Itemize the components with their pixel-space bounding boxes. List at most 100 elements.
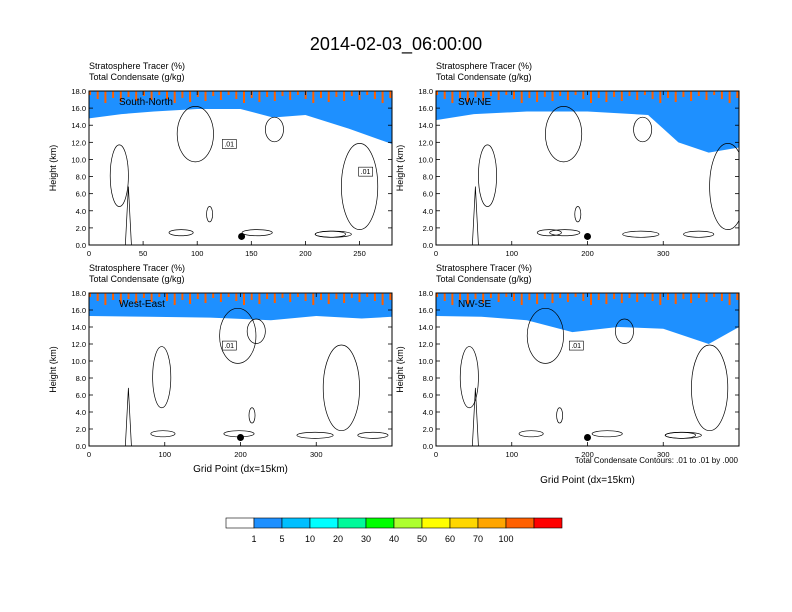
tracer-stripe <box>281 293 284 298</box>
tracer-stripe <box>381 91 384 103</box>
svg-text:.01: .01 <box>361 169 371 176</box>
y-tick-label: 0.0 <box>76 241 86 250</box>
tracer-stripe <box>536 91 539 102</box>
tracer-stripe <box>150 91 153 100</box>
tracer-stripe <box>119 91 122 102</box>
tracer-stripe <box>628 293 631 298</box>
tracer-stripe <box>582 293 585 301</box>
tracer-stripe <box>127 293 130 299</box>
tracer-stripe <box>366 293 369 297</box>
tracer-stripe <box>320 293 322 300</box>
tracer-stripe <box>643 91 646 95</box>
contour-cell <box>296 431 334 439</box>
tracer-stripe <box>436 293 438 297</box>
y-tick-label: 12.0 <box>418 340 433 349</box>
chart-panel-bottom-right: Stratosphere Tracer (%)Total Condensate … <box>395 263 740 486</box>
y-tick-label: 6.0 <box>76 190 86 199</box>
tracer-stripe <box>89 293 91 297</box>
y-tick-label: 0.0 <box>423 241 433 250</box>
y-tick-label: 10.0 <box>71 357 86 366</box>
tracer-stripe <box>697 293 700 298</box>
colorbar-swatch <box>365 517 395 529</box>
tracer-stripe <box>327 293 330 304</box>
contour-spike <box>472 387 479 446</box>
tracer-fill <box>436 293 739 344</box>
tracer-stripe <box>690 91 693 101</box>
x-tick-label: 300 <box>310 450 323 459</box>
cross-section-label: South-North <box>119 97 173 108</box>
tracer-stripe <box>713 293 716 297</box>
tracer-stripe <box>127 91 130 97</box>
tracer-stripe <box>273 293 276 303</box>
y-tick-label: 8.0 <box>423 173 433 182</box>
tracer-stripe <box>713 91 716 95</box>
tracer-stripe <box>659 91 662 103</box>
tracer-stripe <box>96 91 99 99</box>
y-tick-label: 0.0 <box>76 442 86 451</box>
contour-spike <box>472 186 479 245</box>
y-tick-label: 16.0 <box>71 104 86 113</box>
tracer-stripe <box>667 91 669 98</box>
y-tick-label: 12.0 <box>418 138 433 147</box>
tracer-stripe <box>651 293 654 301</box>
tracer-stripe <box>312 293 315 305</box>
tracer-stripe <box>142 91 145 96</box>
x-tick-label: 200 <box>299 249 312 258</box>
tracer-stripe <box>682 91 685 97</box>
panel-header-condensate: Total Condensate (g/kg) <box>436 274 532 284</box>
chart-panel-top-left: Stratosphere Tracer (%)Total Condensate … <box>48 61 393 258</box>
tracer-stripe <box>196 293 199 299</box>
y-tick-label: 16.0 <box>418 306 433 315</box>
contour-cell <box>314 230 346 238</box>
svg-text:.01: .01 <box>224 141 234 148</box>
tracer-stripe <box>243 293 245 305</box>
y-axis-label: Height (km) <box>48 145 58 192</box>
colorbar-swatch <box>225 517 255 529</box>
tracer-stripe <box>543 91 546 97</box>
contour-cell <box>150 430 176 438</box>
x-tick-label: 50 <box>139 249 147 258</box>
tracer-stripe <box>312 91 315 103</box>
colorbar-swatch <box>337 517 367 529</box>
colorbar-swatch <box>533 517 563 529</box>
tracer-stripe <box>559 293 562 298</box>
colorbar-label: 1 <box>251 534 256 544</box>
colorbar-swatch <box>421 517 451 529</box>
y-tick-label: 4.0 <box>423 207 433 216</box>
contour-spike <box>125 186 132 245</box>
y-tick-label: 2.0 <box>423 425 433 434</box>
tracer-stripe <box>196 91 199 97</box>
panel-header-tracer: Stratosphere Tracer (%) <box>436 263 532 273</box>
x-axis-label: Grid Point (dx=15km) <box>540 475 635 486</box>
tracer-stripe <box>551 293 554 303</box>
tracer-stripe <box>381 293 384 305</box>
tracer-stripe <box>451 293 454 305</box>
tracer-stripe <box>636 91 639 100</box>
tracer-stripe <box>227 293 230 297</box>
tracer-stripe <box>104 293 107 305</box>
y-tick-label: 12.0 <box>71 138 86 147</box>
y-tick-label: 6.0 <box>76 391 86 400</box>
contour-cell <box>478 144 497 207</box>
tracer-stripe <box>212 293 215 298</box>
tracer-stripe <box>520 293 523 305</box>
tracer-stripe <box>667 293 669 300</box>
tracer-stripe <box>474 91 477 97</box>
contour-cell <box>633 116 653 143</box>
contour-cell <box>246 318 266 344</box>
tracer-stripe <box>728 293 731 305</box>
y-tick-label: 2.0 <box>423 224 433 233</box>
tracer-stripe <box>112 91 115 98</box>
y-axis-label: Height (km) <box>395 145 405 192</box>
tracer-stripe <box>513 91 515 99</box>
tracer-stripe <box>119 293 122 304</box>
contour-cell <box>683 230 715 238</box>
x-tick-label: 100 <box>505 450 518 459</box>
contour-cell <box>665 431 697 439</box>
tracer-stripe <box>335 293 338 299</box>
tracer-stripe <box>181 293 184 300</box>
tracer-stripe <box>389 293 392 300</box>
tracer-band-10 <box>436 293 739 344</box>
tracer-stripe <box>166 91 168 99</box>
location-marker <box>584 434 591 441</box>
